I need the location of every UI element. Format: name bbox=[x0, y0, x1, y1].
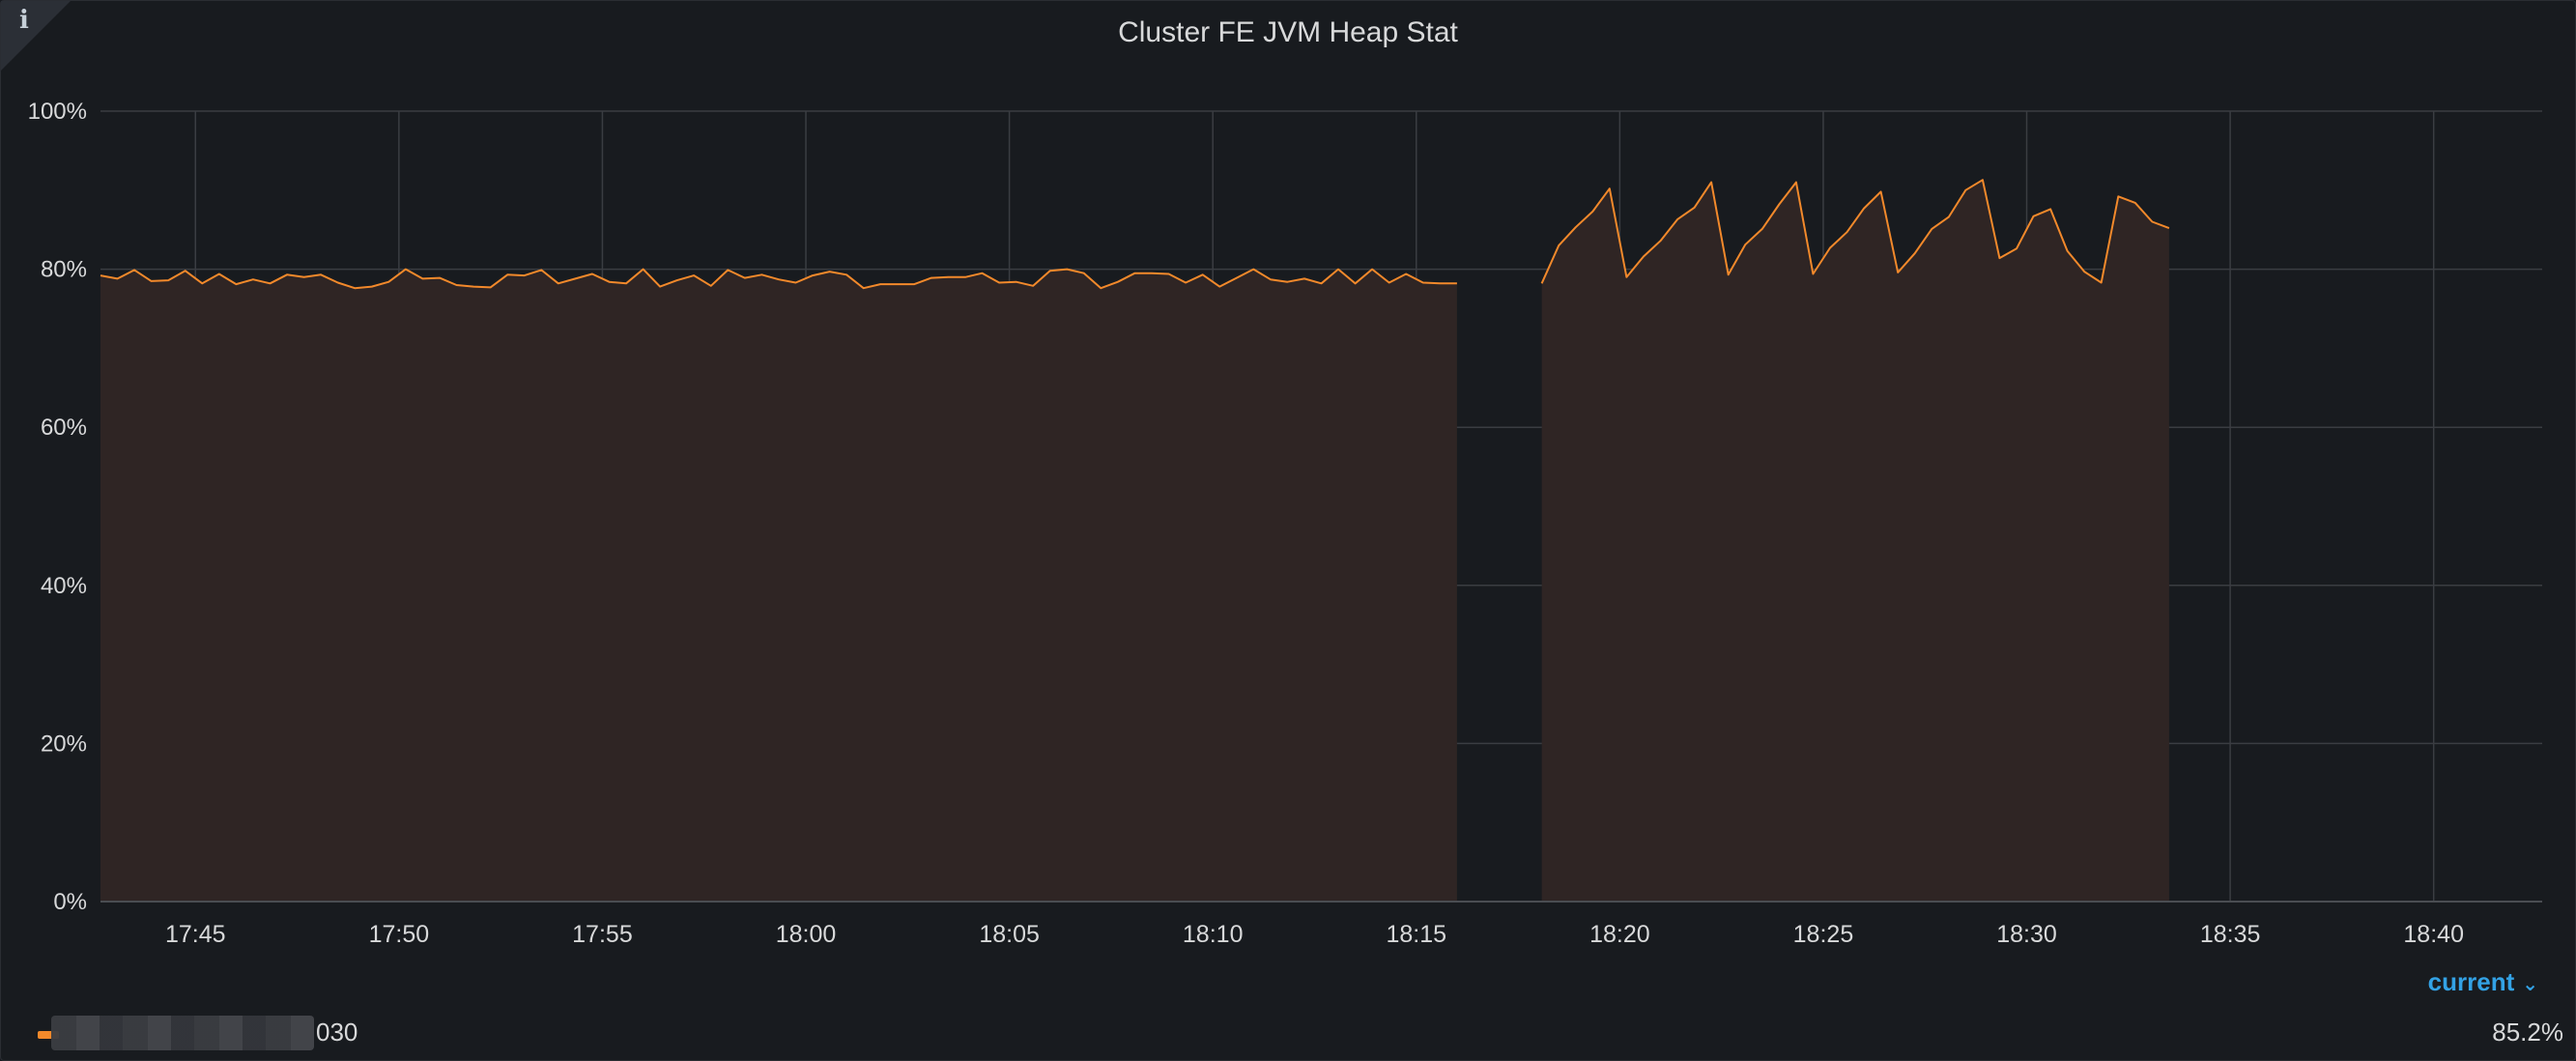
legend-series-name[interactable]: 030 bbox=[316, 1018, 358, 1047]
y-tick-label: 20% bbox=[41, 731, 87, 757]
y-tick-label: 0% bbox=[53, 889, 87, 915]
series-line bbox=[100, 268, 1457, 290]
x-tick-label: 18:15 bbox=[1386, 921, 1446, 948]
x-tick-label: 17:45 bbox=[165, 921, 226, 948]
x-tick-label: 18:20 bbox=[1589, 921, 1650, 948]
y-tick-label: 80% bbox=[41, 257, 87, 283]
legend-header-label[interactable]: current bbox=[2427, 967, 2515, 996]
x-tick-label: 17:50 bbox=[369, 921, 430, 948]
series-area bbox=[1541, 180, 2169, 902]
x-tick-label: 18:40 bbox=[2403, 921, 2464, 948]
legend-current-header[interactable]: current ⌄ bbox=[2428, 967, 2538, 997]
info-corner[interactable] bbox=[1, 1, 71, 71]
legend-row[interactable]: 030 85.2% bbox=[1, 1016, 2576, 1052]
x-tick-label: 17:55 bbox=[572, 921, 633, 948]
series-line bbox=[1540, 179, 2170, 284]
legend-current-value: 85.2% bbox=[2492, 1018, 2563, 1047]
x-tick-label: 18:00 bbox=[776, 921, 837, 948]
x-tick-label: 18:25 bbox=[1793, 921, 1854, 948]
y-tick-label: 40% bbox=[41, 573, 87, 599]
x-tick-label: 18:10 bbox=[1183, 921, 1244, 948]
legend-color-swatch[interactable] bbox=[38, 1031, 59, 1039]
info-icon[interactable]: i bbox=[19, 6, 29, 35]
x-tick-label: 18:35 bbox=[2200, 921, 2261, 948]
x-tick-label: 18:05 bbox=[979, 921, 1040, 948]
panel-title[interactable]: Cluster FE JVM Heap Stat bbox=[1118, 16, 1458, 48]
x-tick-label: 18:30 bbox=[1996, 921, 2057, 948]
y-tick-label: 100% bbox=[28, 99, 87, 125]
series-area bbox=[100, 269, 1457, 903]
heap-chart[interactable]: 0% 20% 40% 60% 80% 100% 17:45 17:50 17:55 18:00 18… bbox=[1, 1, 2576, 967]
chevron-down-icon[interactable]: ⌄ bbox=[2522, 974, 2538, 995]
y-tick-label: 60% bbox=[41, 415, 87, 441]
legend-redacted-label bbox=[51, 1016, 314, 1050]
